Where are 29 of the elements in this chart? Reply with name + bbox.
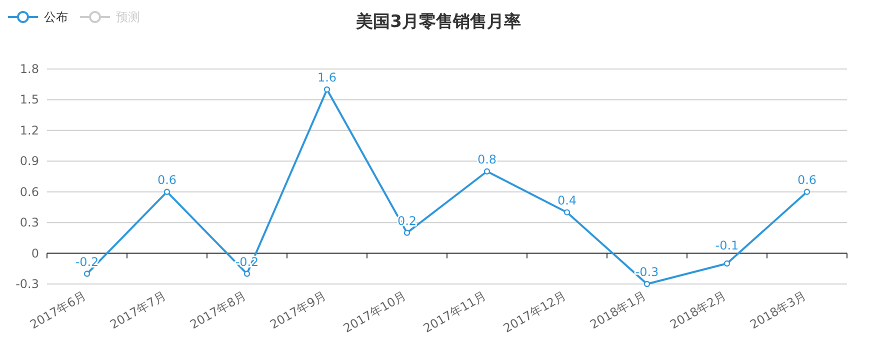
point — [84, 270, 90, 277]
data-label: 0.6 — [797, 172, 817, 187]
chart-title: 美国3月零售销售月率 — [355, 12, 521, 32]
point — [484, 168, 490, 174]
point — [324, 86, 330, 93]
y-tick-label: 0.6 — [20, 184, 39, 199]
y-tick-label: 0 — [31, 246, 39, 260]
data-label: 0.6 — [157, 172, 177, 187]
y-tick-label: 1.5 — [20, 92, 39, 107]
data-label: -0.3 — [635, 265, 659, 279]
y-tick-label: 1.8 — [20, 62, 39, 76]
y-tick-label: -0.3 — [16, 277, 39, 291]
y-tick-label: 1.2 — [20, 123, 39, 138]
legend-label: 公布 — [44, 10, 68, 24]
y-tick-label: 0.3 — [20, 216, 39, 230]
point — [244, 270, 250, 277]
legend-公布: 公布 — [8, 10, 68, 24]
data-label: 0.4 — [557, 193, 577, 208]
point — [404, 230, 410, 236]
data-label: -0.1 — [715, 238, 739, 252]
data-label: -0.2 — [75, 254, 99, 269]
point — [164, 188, 170, 195]
point — [564, 209, 570, 216]
point — [804, 188, 810, 195]
data-label: 0.8 — [477, 152, 497, 166]
data-label: 1.6 — [317, 70, 337, 84]
point — [644, 280, 650, 288]
point — [724, 260, 730, 267]
y-tick-label: 0.9 — [20, 154, 39, 168]
